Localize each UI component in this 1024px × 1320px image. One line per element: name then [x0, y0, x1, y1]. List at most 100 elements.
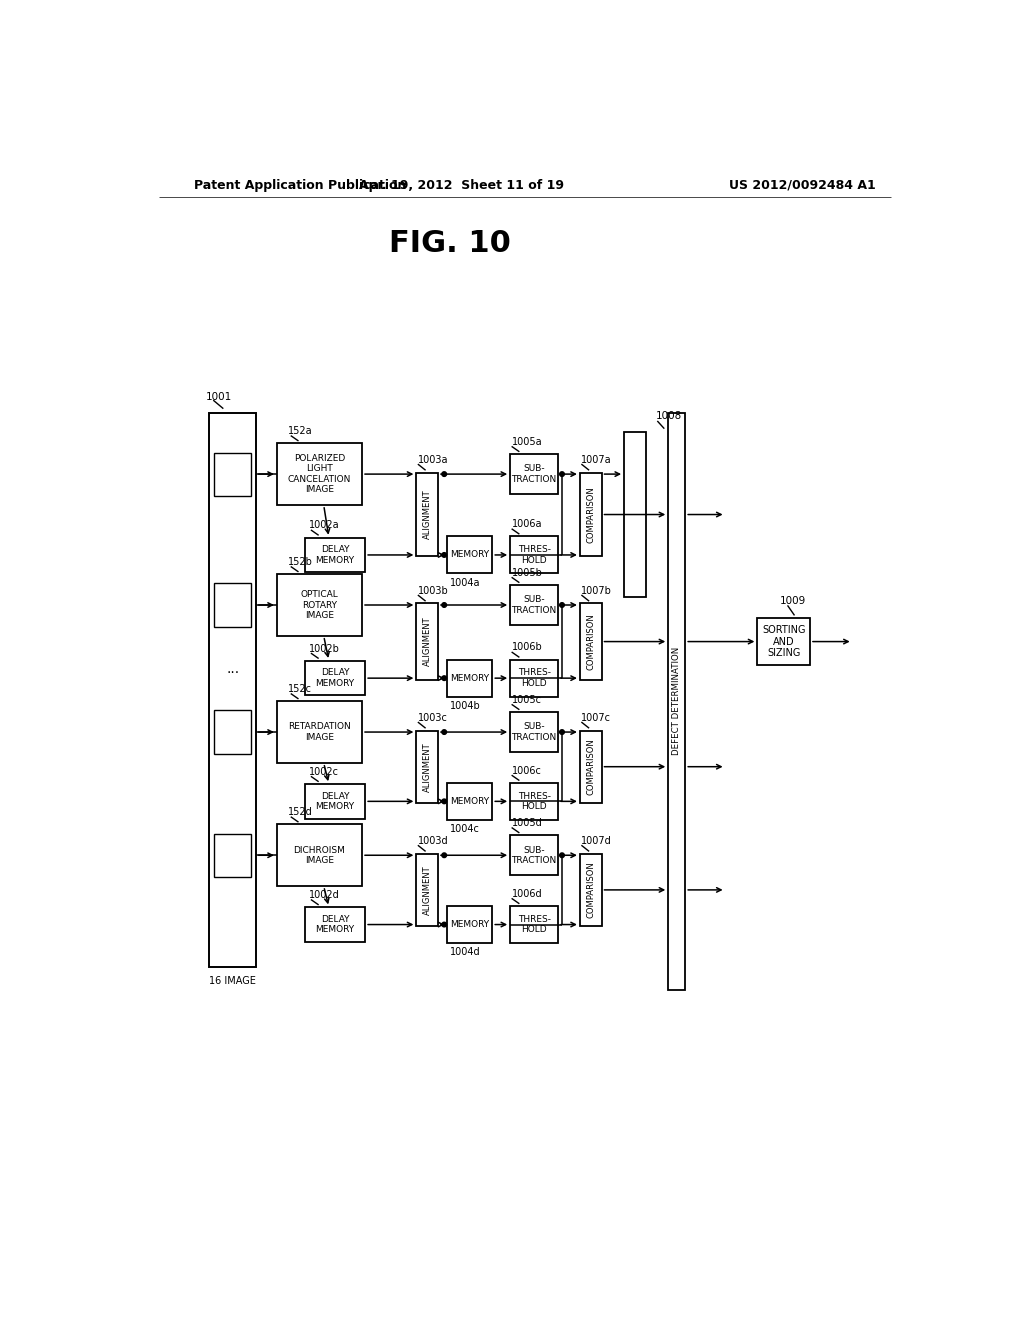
Bar — [510, 660, 558, 697]
Bar — [510, 536, 558, 573]
Bar — [669, 413, 685, 990]
Text: 1003d: 1003d — [418, 837, 449, 846]
Bar — [417, 603, 438, 680]
Text: COMPARISON: COMPARISON — [586, 862, 595, 919]
Circle shape — [442, 730, 446, 734]
Text: 1004c: 1004c — [451, 824, 480, 834]
Text: DELAY
MEMORY: DELAY MEMORY — [315, 545, 354, 565]
Text: COMPARISON: COMPARISON — [586, 614, 595, 671]
Text: 1007c: 1007c — [582, 713, 611, 723]
Text: COMPARISON: COMPARISON — [586, 738, 595, 795]
Text: US 2012/0092484 A1: US 2012/0092484 A1 — [729, 178, 876, 191]
Bar — [510, 711, 558, 752]
Text: SUB-
TRACTION: SUB- TRACTION — [511, 465, 557, 484]
Circle shape — [560, 853, 564, 858]
Text: 1003b: 1003b — [418, 586, 449, 597]
Circle shape — [560, 471, 564, 477]
Circle shape — [442, 471, 446, 477]
Text: POLARIZED
LIGHT
CANCELATION
IMAGE: POLARIZED LIGHT CANCELATION IMAGE — [288, 454, 351, 494]
Text: 1007b: 1007b — [582, 586, 612, 597]
Bar — [580, 603, 601, 680]
Bar — [510, 454, 558, 494]
Text: 1007d: 1007d — [582, 837, 612, 846]
Bar — [580, 473, 601, 557]
Text: SUB-
TRACTION: SUB- TRACTION — [511, 846, 557, 865]
Text: DELAY
MEMORY: DELAY MEMORY — [315, 915, 354, 935]
Text: MEMORY: MEMORY — [451, 797, 489, 805]
Bar — [510, 906, 558, 942]
Bar — [510, 783, 558, 820]
Circle shape — [442, 923, 446, 927]
Text: Patent Application Publication: Patent Application Publication — [194, 178, 407, 191]
Bar — [624, 432, 646, 598]
Text: DEFECT DETERMINATION: DEFECT DETERMINATION — [672, 647, 681, 755]
Text: COMPARISON: COMPARISON — [586, 486, 595, 543]
Bar — [580, 854, 601, 927]
Text: SUB-
TRACTION: SUB- TRACTION — [511, 722, 557, 742]
Bar — [305, 784, 366, 818]
Text: 1006d: 1006d — [512, 888, 543, 899]
Bar — [276, 701, 362, 763]
Bar — [417, 854, 438, 927]
Text: 152b: 152b — [288, 557, 312, 566]
Bar — [417, 473, 438, 557]
Text: 152d: 152d — [288, 807, 312, 817]
Bar — [447, 660, 493, 697]
Text: 1005d: 1005d — [512, 818, 543, 828]
Bar — [417, 730, 438, 803]
Text: MEMORY: MEMORY — [451, 920, 489, 929]
Text: 1006b: 1006b — [512, 643, 543, 652]
Text: SUB-
TRACTION: SUB- TRACTION — [511, 595, 557, 615]
Bar — [305, 537, 366, 573]
Text: Apr. 19, 2012  Sheet 11 of 19: Apr. 19, 2012 Sheet 11 of 19 — [358, 178, 564, 191]
Text: DELAY
MEMORY: DELAY MEMORY — [315, 668, 354, 688]
Bar — [447, 906, 493, 942]
Text: 1002c: 1002c — [308, 767, 339, 776]
Text: SORTING
AND
SIZING: SORTING AND SIZING — [762, 624, 806, 659]
Text: THRES-
HOLD: THRES- HOLD — [517, 545, 551, 565]
Text: 1003c: 1003c — [418, 713, 447, 723]
Bar — [510, 585, 558, 626]
Text: 152c: 152c — [288, 684, 312, 694]
Text: 1002b: 1002b — [308, 644, 339, 653]
Circle shape — [442, 853, 446, 858]
Text: DELAY
MEMORY: DELAY MEMORY — [315, 792, 354, 810]
Text: 1004a: 1004a — [451, 578, 481, 587]
Bar — [276, 444, 362, 506]
Bar — [214, 834, 251, 876]
Text: ALIGNMENT: ALIGNMENT — [423, 865, 432, 915]
Text: ALIGNMENT: ALIGNMENT — [423, 616, 432, 667]
Text: 1006c: 1006c — [512, 766, 542, 776]
Circle shape — [442, 799, 446, 804]
Text: 1004b: 1004b — [451, 701, 481, 711]
Text: 1007a: 1007a — [582, 455, 612, 465]
Text: THRES-
HOLD: THRES- HOLD — [517, 792, 551, 810]
Text: THRES-
HOLD: THRES- HOLD — [517, 915, 551, 935]
Text: DICHROISM
IMAGE: DICHROISM IMAGE — [294, 846, 345, 865]
Text: FIG. 10: FIG. 10 — [389, 228, 511, 257]
Bar — [305, 907, 366, 942]
Circle shape — [560, 730, 564, 734]
Circle shape — [442, 676, 446, 681]
Bar — [580, 730, 601, 803]
Text: MEMORY: MEMORY — [451, 673, 489, 682]
Text: 1002d: 1002d — [308, 890, 339, 900]
Text: THRES-
HOLD: THRES- HOLD — [517, 668, 551, 688]
Text: 1004d: 1004d — [451, 948, 481, 957]
Text: 1003a: 1003a — [418, 455, 449, 465]
Circle shape — [560, 603, 564, 607]
Bar — [447, 536, 493, 573]
Bar — [214, 583, 251, 627]
Circle shape — [442, 603, 446, 607]
Text: 1005a: 1005a — [512, 437, 543, 446]
Text: 1005c: 1005c — [512, 694, 542, 705]
Text: ...: ... — [226, 661, 240, 676]
Text: MEMORY: MEMORY — [451, 550, 489, 560]
Bar — [276, 825, 362, 886]
Text: 152a: 152a — [288, 426, 312, 436]
Text: ALIGNMENT: ALIGNMENT — [423, 490, 432, 540]
Bar — [447, 783, 493, 820]
Bar — [510, 836, 558, 875]
Bar — [214, 710, 251, 754]
Bar — [758, 618, 810, 665]
